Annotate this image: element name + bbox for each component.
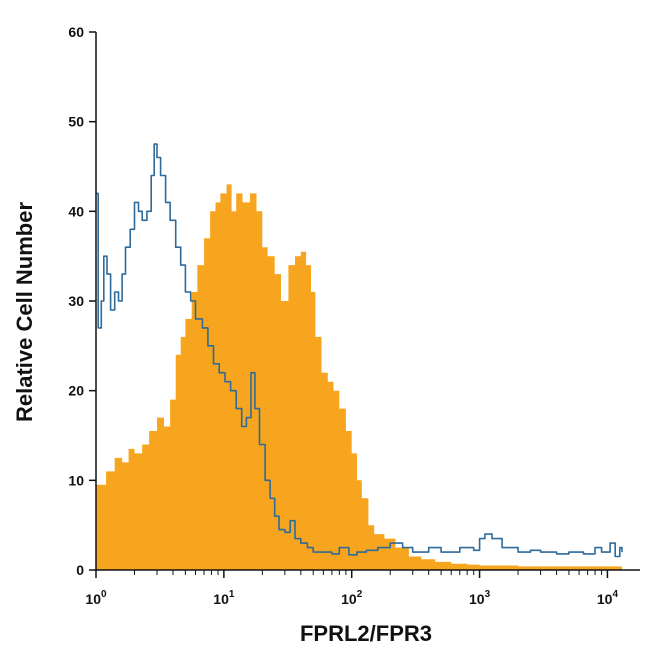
x-tick-label: 102 bbox=[341, 589, 363, 607]
x-axis-title: FPRL2/FPR3 bbox=[300, 621, 432, 646]
y-tick-label: 60 bbox=[68, 24, 84, 40]
x-tick-label: 100 bbox=[85, 589, 107, 607]
y-tick-label: 30 bbox=[68, 293, 84, 309]
y-tick-label: 50 bbox=[68, 114, 84, 130]
y-tick-label: 0 bbox=[76, 562, 84, 578]
y-tick-label: 40 bbox=[68, 203, 84, 219]
y-axis-title: Relative Cell Number bbox=[12, 202, 37, 423]
x-tick-label: 103 bbox=[469, 589, 491, 607]
y-tick-label: 20 bbox=[68, 383, 84, 399]
x-tick-label: 101 bbox=[213, 589, 235, 607]
x-axis-ticks: 100 101 102 103 104 bbox=[85, 570, 618, 607]
y-axis-ticks: 0 10 20 30 40 50 60 bbox=[68, 24, 96, 578]
histogram-outline-series bbox=[96, 143, 623, 558]
y-tick-label: 10 bbox=[68, 472, 84, 488]
x-tick-label: 104 bbox=[597, 589, 619, 607]
plot-area bbox=[96, 143, 623, 570]
histogram-filled-series bbox=[96, 184, 622, 570]
